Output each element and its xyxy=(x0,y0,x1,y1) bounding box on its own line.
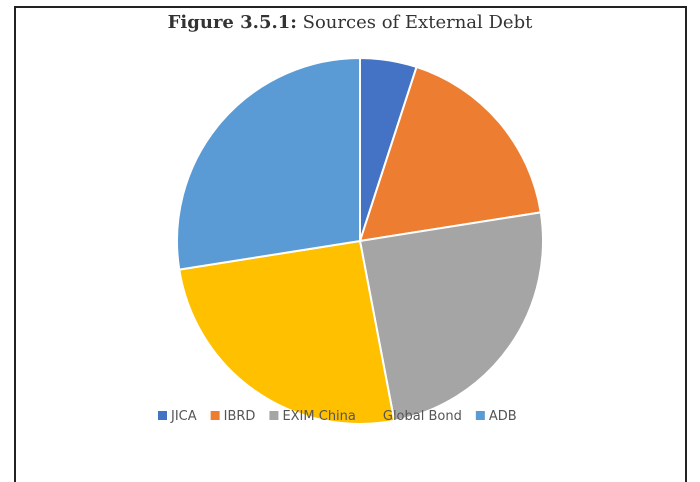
legend-item-ibrd: IBRD xyxy=(210,409,256,424)
legend-label: EXIM China xyxy=(282,409,355,424)
legend-item-jica: JICA xyxy=(158,409,197,424)
pie-slices xyxy=(176,56,544,425)
legend-item-adb: ADB xyxy=(475,409,517,424)
pie-slice-ibrd xyxy=(358,65,542,243)
chart-title: Figure 3.5.1: Sources of External Debt xyxy=(0,12,700,33)
pie-slice-exim-china xyxy=(358,211,544,422)
legend: JICA IBRD EXIM China Global Bond ADB xyxy=(158,409,517,424)
figure-title: Sources of External Debt xyxy=(302,12,533,33)
legend-label: IBRD xyxy=(224,409,256,424)
legend-item-global-bond: Global Bond xyxy=(369,409,462,424)
legend-swatch xyxy=(158,411,167,420)
pie-slice-global-bond xyxy=(178,239,396,425)
legend-label: ADB xyxy=(489,409,517,424)
legend-swatch xyxy=(475,411,485,420)
legend-swatch xyxy=(210,411,220,420)
legend-item-exim-china: EXIM China xyxy=(269,409,356,424)
legend-swatch xyxy=(369,411,379,420)
legend-label: Global Bond xyxy=(383,409,462,424)
legend-label: JICA xyxy=(170,409,197,424)
pie-slice-adb xyxy=(176,56,361,271)
figure-number: Figure 3.5.1: xyxy=(167,12,297,33)
legend-swatch xyxy=(269,411,279,420)
